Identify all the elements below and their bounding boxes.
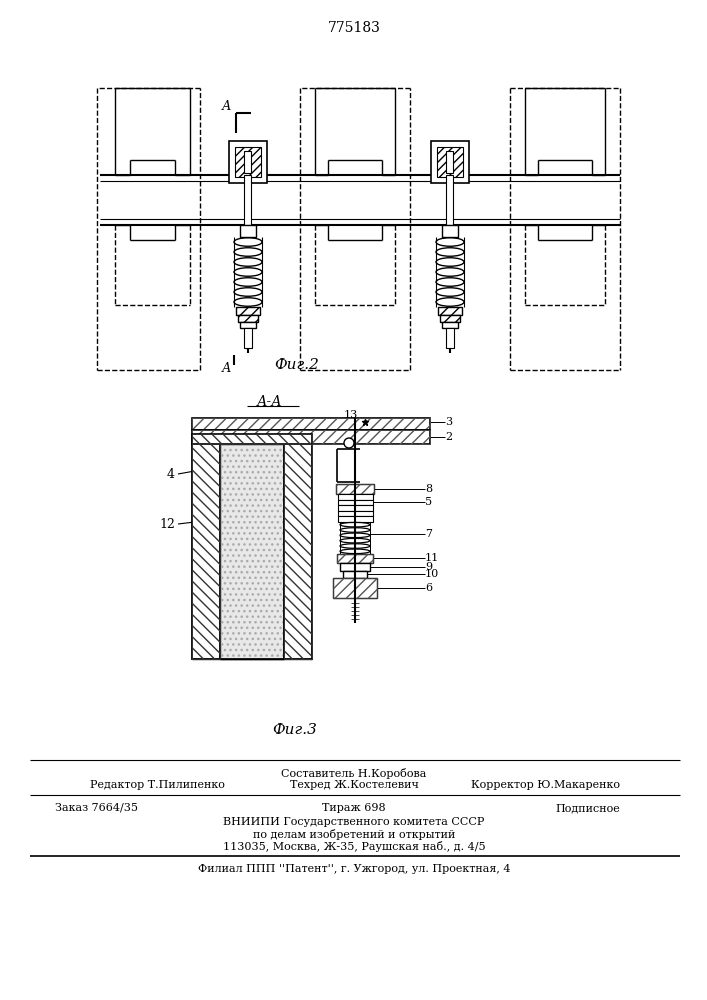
Text: 6: 6 [425,583,432,593]
Bar [220,444,284,659]
Text: Филиал ППП ''Патент'', г. Ужгород, ул. Проектная, 4: Филиал ППП ''Патент'', г. Ужгород, ул. П… [198,864,510,874]
Text: 4: 4 [167,468,175,481]
Text: Тираж 698: Тираж 698 [322,803,386,813]
Bar [244,328,252,348]
Text: Составитель Н.Коробова: Составитель Н.Коробова [281,768,427,779]
Bar [238,315,258,322]
Text: 5: 5 [425,497,432,507]
Text: 10: 10 [425,569,439,579]
Text: Подписное: Подписное [555,803,620,813]
Bar [431,141,469,183]
Bar [338,500,373,505]
Bar [336,484,374,494]
Text: Корректор Ю.Макаренко: Корректор Ю.Макаренко [471,780,620,790]
Text: 9: 9 [425,562,432,572]
Bar [192,430,430,444]
Text: по делам изобретений и открытий: по делам изобретений и открытий [253,829,455,840]
Bar [236,307,260,315]
Text: 13: 13 [344,410,358,420]
Bar [338,516,373,522]
Bar [245,175,252,225]
Bar [343,571,367,578]
Bar [340,563,370,571]
Bar [336,484,374,494]
Bar [438,307,462,315]
Text: 11: 11 [425,553,439,563]
Bar [284,444,312,659]
Bar [447,151,453,173]
Bar [192,418,430,430]
Text: А-А: А-А [257,395,283,409]
Bar [338,494,373,500]
Bar [240,322,256,328]
Text: 8: 8 [425,484,432,494]
Text: Редактор Т.Пилипенко: Редактор Т.Пилипенко [90,780,225,790]
Bar [238,315,258,322]
Bar [284,444,312,659]
Text: Фиг.2: Фиг.2 [274,358,320,372]
Bar [192,430,430,444]
Bar [192,434,312,444]
Bar [442,322,458,328]
Bar [245,151,252,173]
Bar [333,578,377,598]
Bar [440,315,460,322]
Text: Фиг.3: Фиг.3 [273,723,317,737]
Bar [192,418,430,430]
Bar [235,147,261,177]
Bar [333,578,377,598]
Bar [338,505,373,511]
Text: ВНИИПИ Государственного комитета СССР: ВНИИПИ Государственного комитета СССР [223,817,485,827]
Circle shape [344,438,354,448]
Text: 113035, Москва, Ж-35, Раушская наб., д. 4/5: 113035, Москва, Ж-35, Раушская наб., д. … [223,841,485,852]
Bar [236,307,260,315]
Text: 775183: 775183 [327,21,380,35]
Bar [338,511,373,516]
Bar [446,328,454,348]
Bar [440,315,460,322]
Bar [229,141,267,183]
Text: 2: 2 [445,432,452,442]
Bar [442,225,458,237]
Bar [192,444,220,659]
Bar [447,175,453,225]
Bar [192,444,220,659]
Text: Заказ 7664/35: Заказ 7664/35 [55,803,138,813]
Bar [240,225,256,237]
Text: Техред Ж.Костелевич: Техред Ж.Костелевич [290,780,419,790]
Bar [337,554,373,563]
Text: А: А [221,361,230,374]
Text: 12: 12 [159,518,175,530]
Bar [337,554,373,563]
Text: 7: 7 [425,529,432,539]
Bar [192,434,312,444]
Text: 3: 3 [445,417,452,427]
Text: А: А [221,101,230,113]
Bar [437,147,463,177]
Bar [220,444,284,659]
Bar [438,307,462,315]
